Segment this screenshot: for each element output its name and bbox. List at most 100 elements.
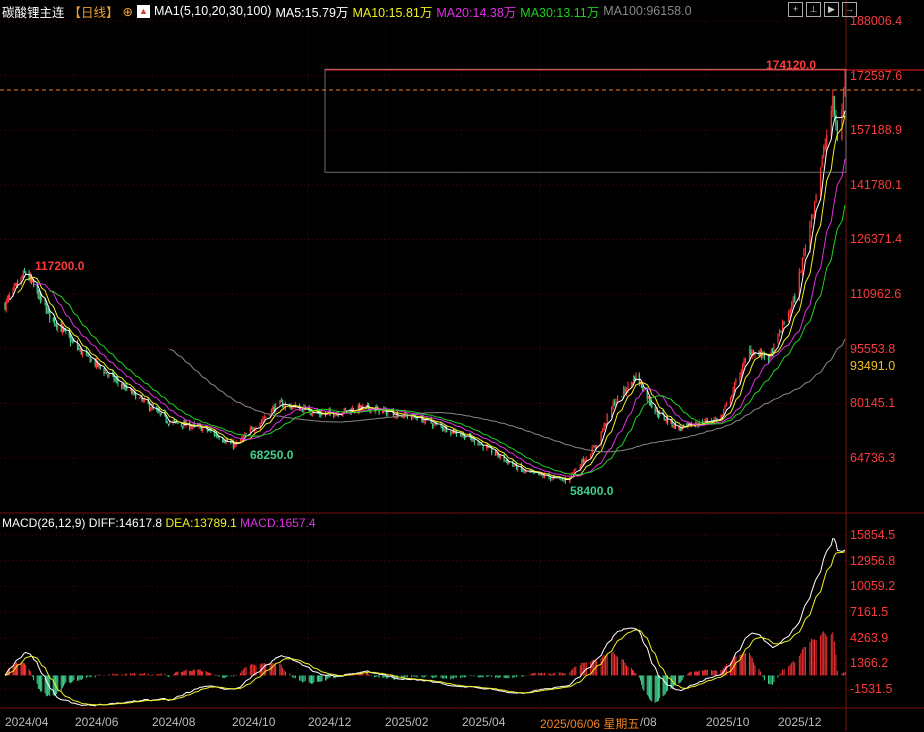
candle-up: [610, 406, 613, 415]
candle-up: [596, 445, 598, 448]
candle-up: [7, 296, 10, 300]
candle-up: [365, 405, 367, 407]
candle-down: [706, 420, 708, 422]
period-label[interactable]: 【日线】: [68, 5, 119, 20]
candle-up: [20, 277, 22, 285]
candle-up: [169, 422, 171, 424]
macd-label[interactable]: MACD(26,12,9): [2, 516, 86, 530]
candle-down: [30, 276, 32, 282]
date-tick: 2024/04: [5, 715, 49, 729]
candle-up: [387, 412, 389, 415]
price-tick: 126371.4: [850, 232, 903, 247]
candle-down: [416, 418, 418, 421]
candle-up: [800, 271, 802, 273]
candle-down: [251, 427, 253, 429]
candle-up: [622, 388, 625, 396]
candle-down: [273, 406, 275, 412]
candle-down: [524, 469, 526, 472]
candle-down: [217, 436, 219, 438]
candle-down: [560, 477, 562, 479]
candle-down: [432, 423, 434, 427]
candle-down: [147, 399, 149, 405]
candle-down: [494, 452, 497, 455]
candle-up: [514, 463, 516, 466]
candle-down: [78, 348, 80, 350]
candle-down: [582, 459, 584, 463]
candle-up: [172, 421, 174, 423]
candle-up: [602, 428, 604, 432]
candle-up: [138, 397, 140, 399]
candle-down: [157, 410, 159, 412]
candle-up: [525, 471, 527, 473]
candle-up: [124, 385, 127, 389]
candle-down: [361, 405, 363, 409]
candle-down: [156, 408, 158, 411]
date-tick: 2025/06/06 星期五: [540, 715, 640, 732]
candle-up: [810, 216, 813, 224]
macd-diff: DIFF:14617.8: [88, 516, 163, 530]
settings-circle-icon[interactable]: ⊕: [122, 4, 134, 19]
play-icon[interactable]: ▶: [824, 2, 839, 17]
indicator-icon[interactable]: ▲: [137, 4, 151, 18]
date-tick: 2024/10: [232, 715, 276, 729]
candle-up: [731, 394, 733, 398]
candle-down: [479, 444, 482, 446]
candle-down: [538, 472, 540, 475]
date-tick: 2024/08: [152, 715, 196, 729]
candle-up: [198, 425, 200, 427]
candle-down: [640, 381, 643, 388]
candle-up: [815, 195, 817, 202]
candle-up: [600, 431, 602, 445]
candle-up: [616, 396, 619, 401]
candle-down: [440, 424, 442, 427]
candle-down: [216, 434, 218, 437]
candle-up: [630, 382, 632, 385]
candle-up: [13, 286, 15, 288]
candle-down: [463, 433, 466, 439]
zoom-in-icon[interactable]: ⊥: [806, 2, 821, 17]
ma10-value: MA10:15.81万: [352, 5, 433, 20]
candle-up: [279, 400, 281, 404]
candle-down: [68, 331, 70, 337]
price-tick: 188006.4: [850, 14, 903, 28]
candle-up: [401, 415, 403, 418]
macd-tick: 1366.2: [850, 656, 889, 671]
candle-up: [543, 474, 546, 478]
exit-icon[interactable]: →: [842, 2, 857, 17]
candle-up: [70, 340, 73, 342]
date-tick: 2025/02: [385, 715, 429, 729]
candle-down: [679, 427, 681, 429]
candle-up: [743, 360, 745, 365]
ma-group-label[interactable]: MA1(5,10,20,30,100): [154, 4, 272, 18]
crosshair-icon[interactable]: +: [788, 2, 803, 17]
candle-up: [79, 348, 81, 350]
candle-down: [835, 114, 837, 125]
candle-down: [554, 476, 556, 478]
candle-down: [392, 411, 394, 417]
candle-up: [14, 284, 16, 286]
candle-up: [740, 372, 742, 375]
candle-down: [121, 383, 123, 387]
candle-up: [412, 414, 414, 419]
candle-up: [721, 414, 723, 418]
candle-down: [534, 472, 536, 474]
candle-up: [54, 324, 57, 326]
price-tick: 95553.8: [850, 341, 896, 356]
candle-down: [461, 434, 463, 436]
candle-down: [491, 447, 493, 453]
candle-down: [561, 478, 563, 480]
price-tick: 141780.1: [850, 177, 903, 192]
candle-down: [613, 401, 616, 405]
candle-up: [823, 147, 825, 157]
candle-up: [633, 377, 635, 383]
candle-up: [713, 418, 715, 422]
macd-tick: -1531.5: [850, 682, 893, 696]
candle-up: [687, 423, 689, 426]
candle-down: [89, 357, 91, 363]
candle-down: [783, 321, 785, 323]
candle-up: [841, 108, 843, 140]
candle-down: [37, 290, 39, 299]
candle-up: [647, 396, 649, 399]
date-tick: 2024/12: [308, 715, 352, 729]
